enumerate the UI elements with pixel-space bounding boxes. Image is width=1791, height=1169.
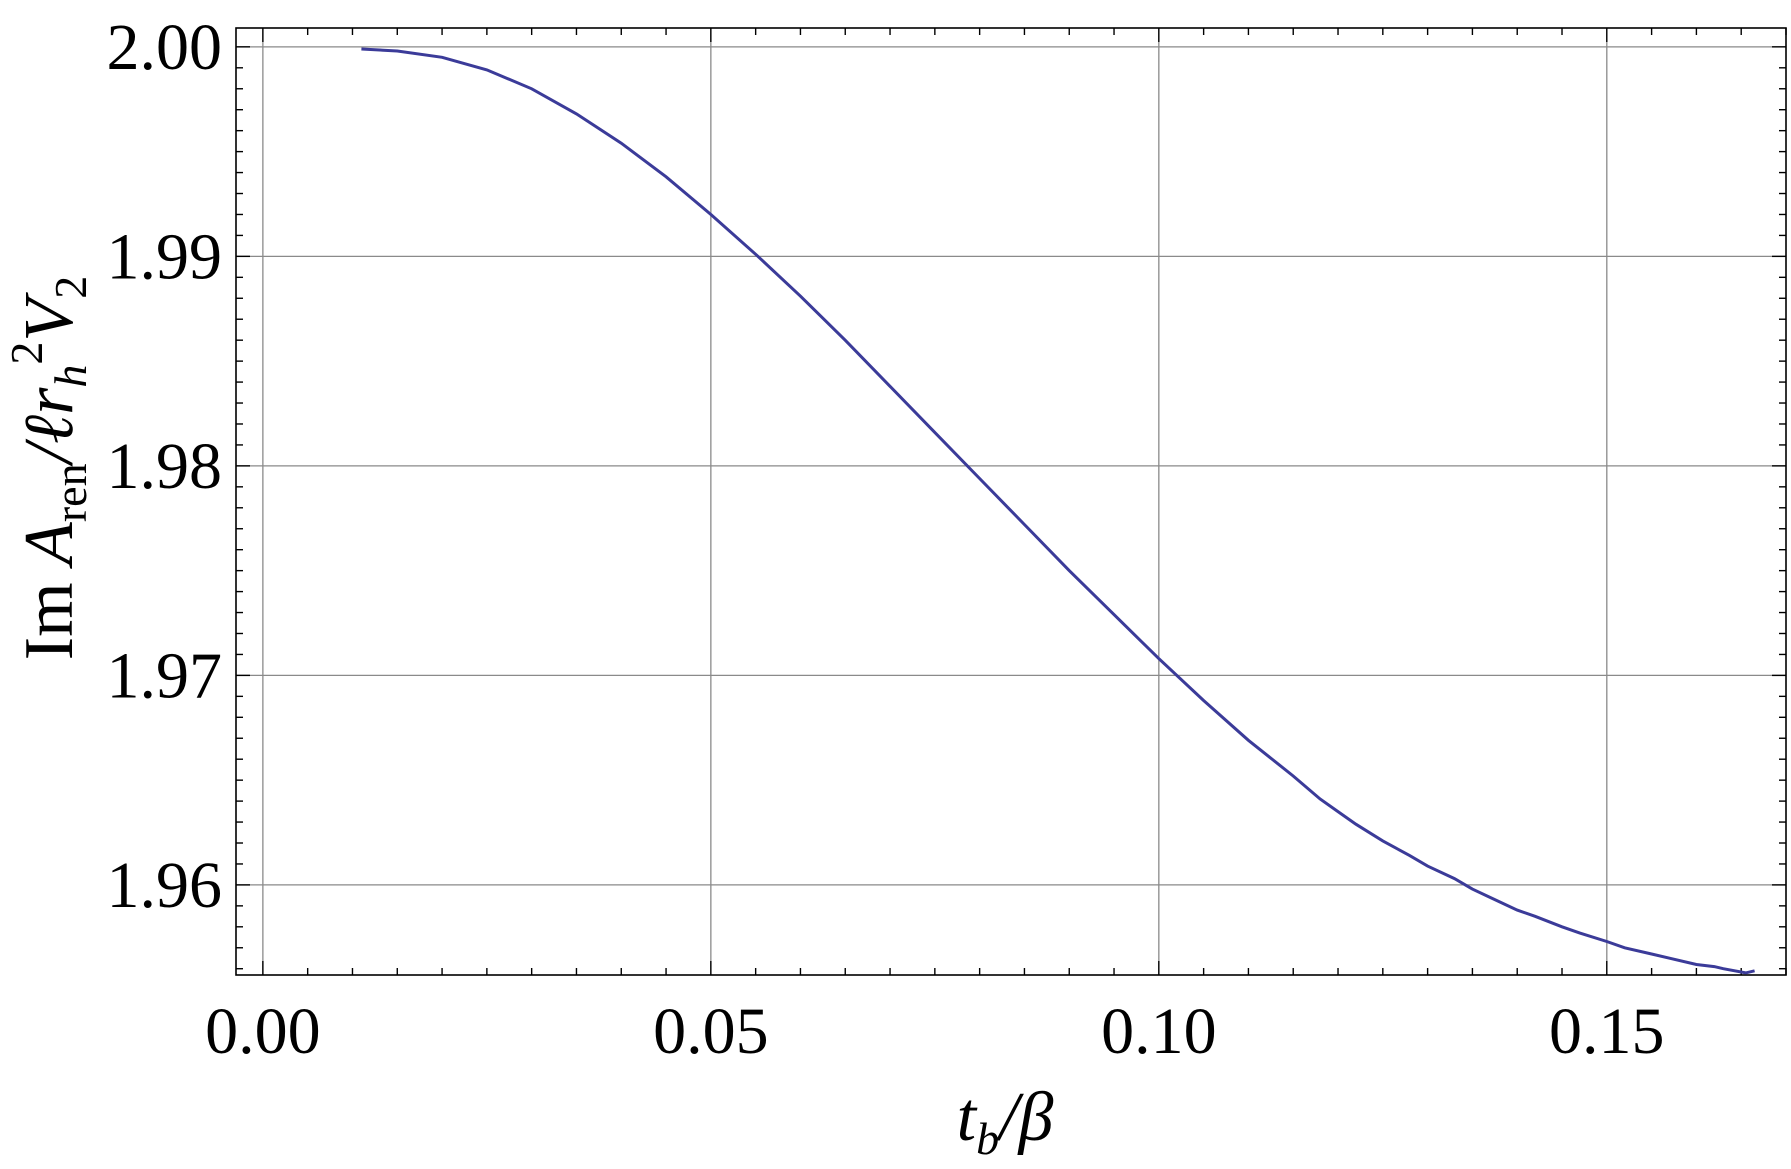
- x-axis-label: tb/β: [957, 1079, 1054, 1164]
- x-tick-labels: 0.00 0.05 0.10 0.15: [205, 995, 1664, 1068]
- y-tick-label: 2.00: [107, 11, 223, 84]
- x-tick-label: 0.00: [205, 995, 321, 1068]
- y-axis-label: Im Aren/ℓrh2V2: [1, 276, 96, 660]
- tick-marks: [236, 28, 1787, 975]
- y-tick-label: 1.99: [107, 220, 223, 293]
- plot-frame: [235, 27, 1787, 976]
- x-tick-label: 0.10: [1101, 995, 1217, 1068]
- series-line: [361, 47, 1755, 975]
- y-tick-label: 1.98: [107, 430, 223, 503]
- gridlines: [236, 28, 1786, 975]
- x-tick-label: 0.05: [653, 995, 769, 1068]
- y-tick-labels: 1.96 1.97 1.98 1.99 2.00: [107, 11, 223, 922]
- y-tick-label: 1.97: [107, 639, 223, 712]
- x-tick-label: 0.15: [1549, 995, 1665, 1068]
- y-tick-label: 1.96: [107, 849, 223, 922]
